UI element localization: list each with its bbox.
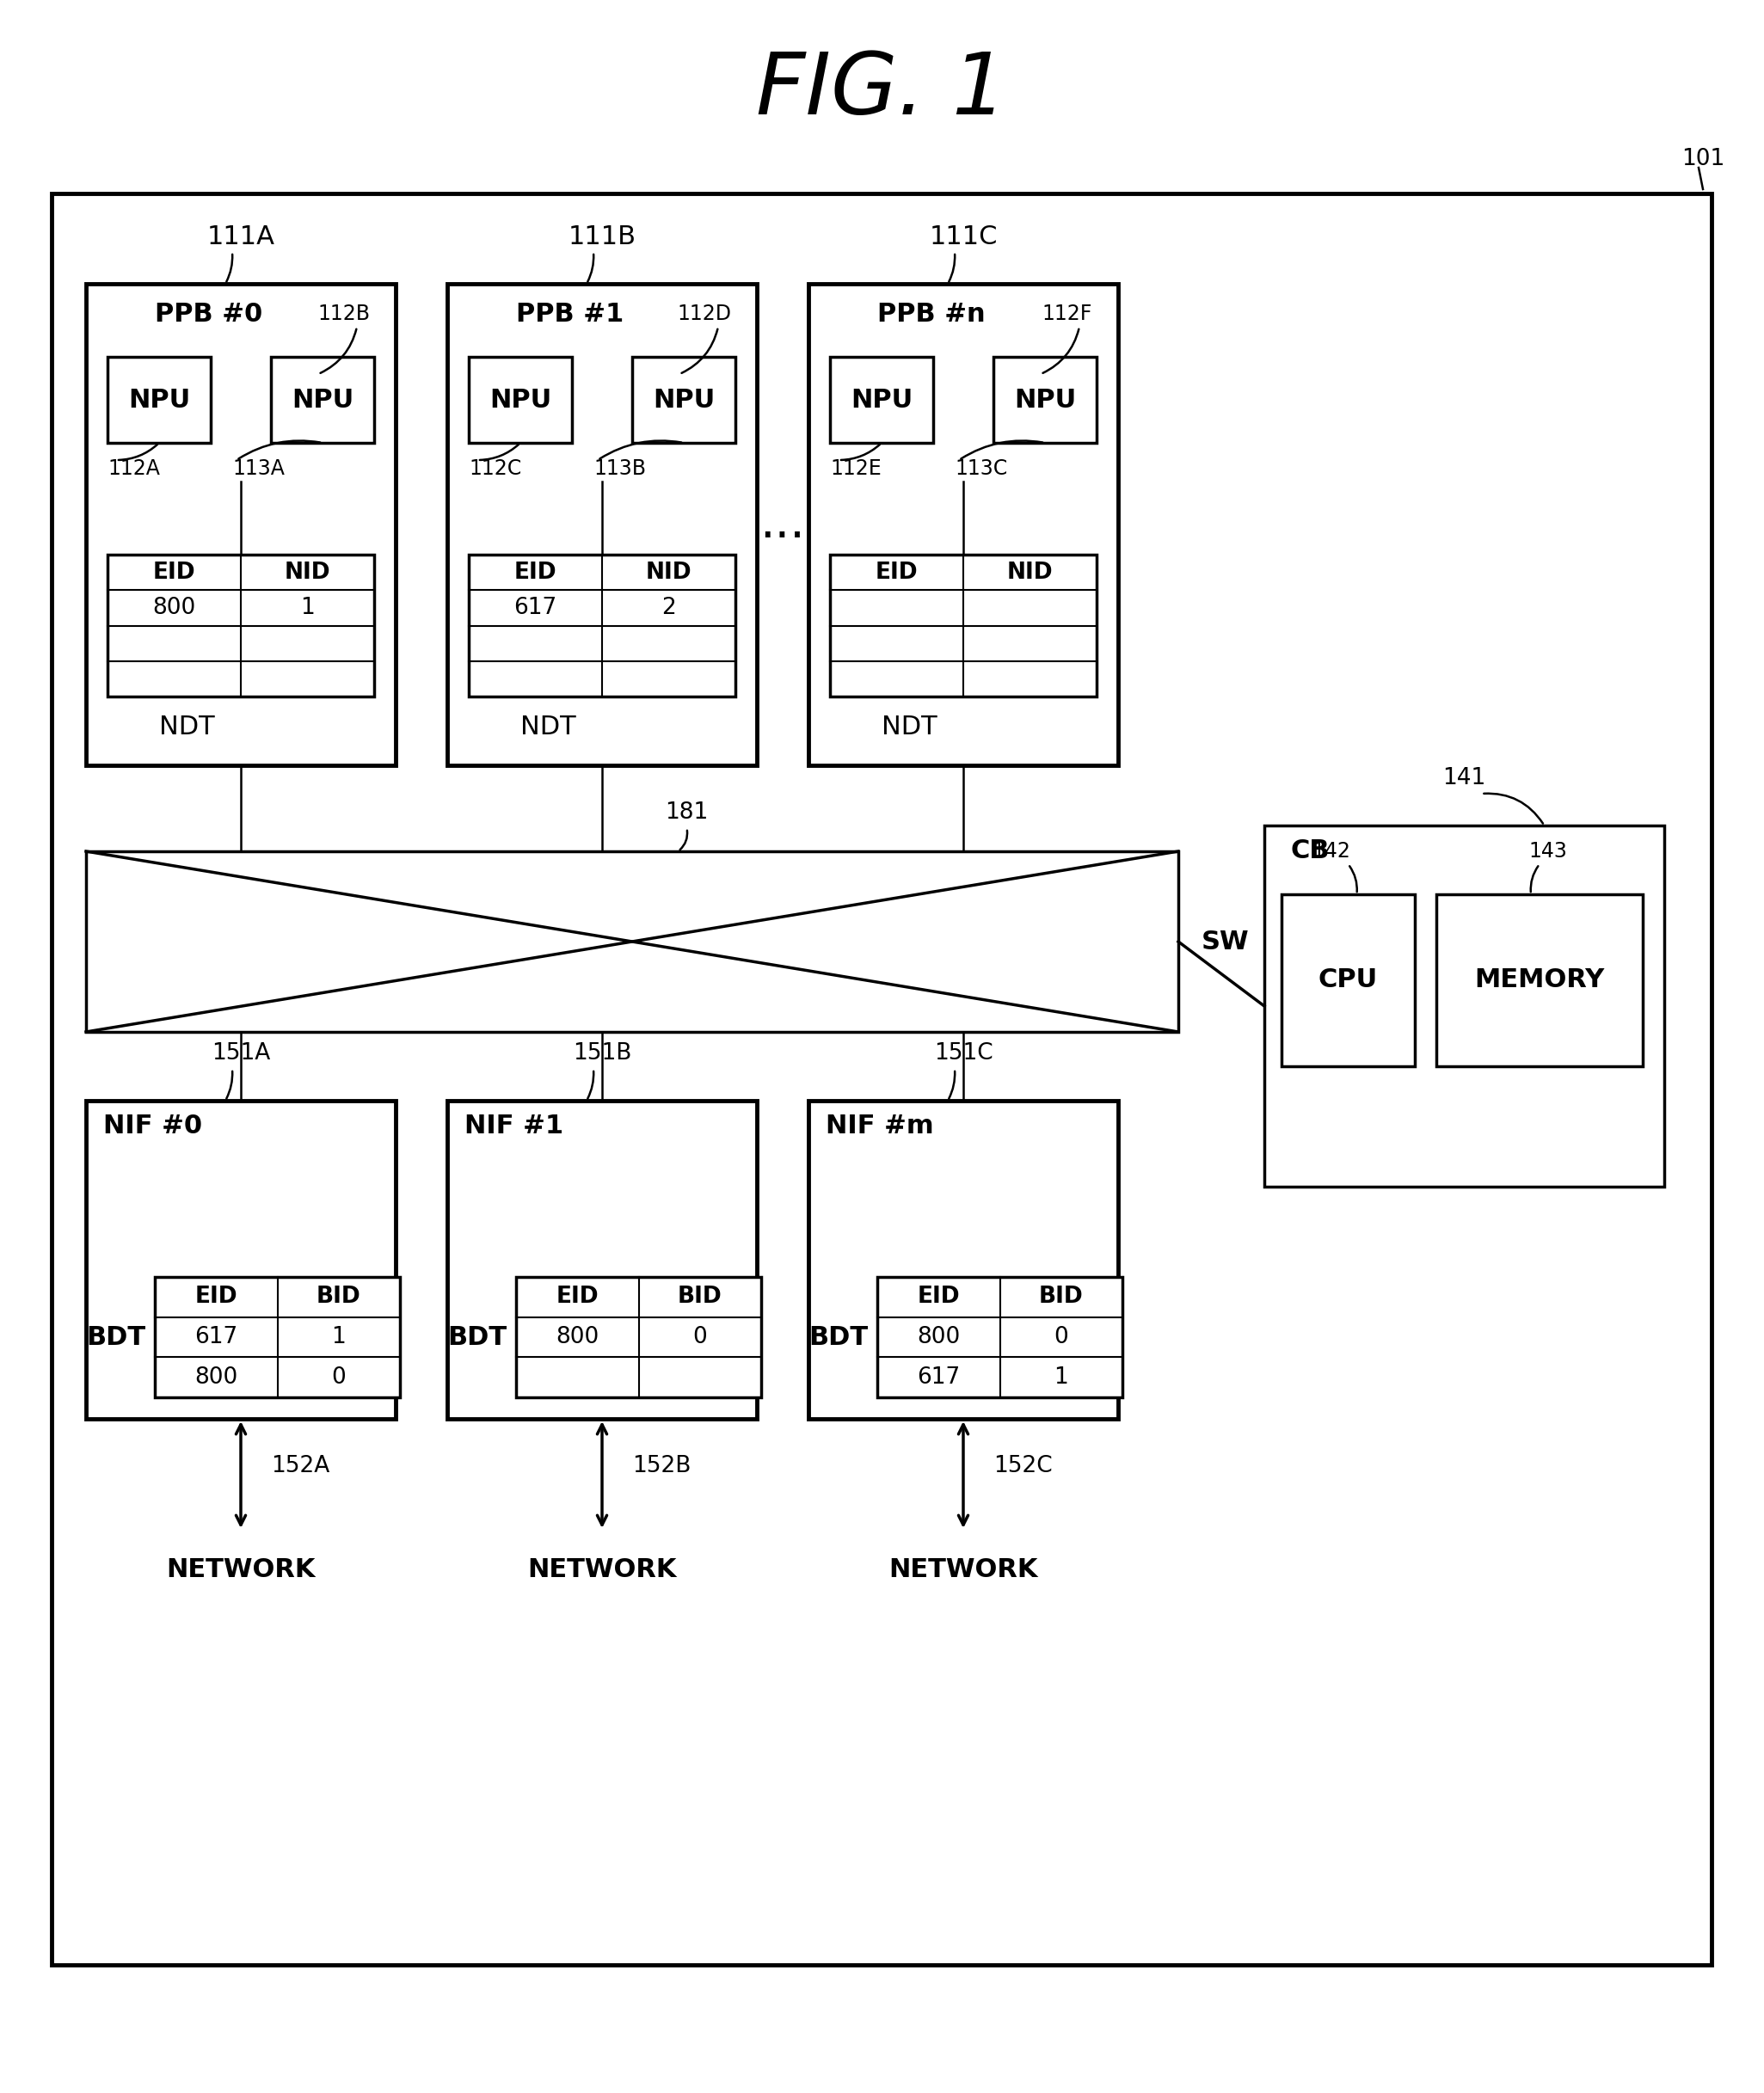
Text: 113C: 113C (954, 458, 1007, 479)
Text: NDT: NDT (882, 714, 937, 739)
Text: 111A: 111A (206, 224, 275, 249)
Text: 112E: 112E (831, 458, 882, 479)
Bar (108, 555, 374, 697)
Bar (51, 193, 1711, 1965)
Text: 101: 101 (1681, 149, 1725, 170)
Text: FIG. 1: FIG. 1 (757, 48, 1007, 132)
Bar (831, 555, 1097, 697)
Bar (86, 1101, 395, 1419)
Text: NDT: NDT (159, 714, 215, 739)
Text: 181: 181 (665, 802, 709, 825)
Text: NPU: NPU (489, 387, 552, 412)
Text: 152B: 152B (632, 1455, 691, 1478)
Bar (1265, 825, 1663, 1187)
Bar (1436, 894, 1642, 1065)
Text: 112C: 112C (469, 458, 522, 479)
Text: BID: BID (1039, 1285, 1083, 1308)
Text: EID: EID (153, 561, 196, 584)
Text: PPB #n: PPB #n (877, 301, 986, 327)
Text: 112F: 112F (1043, 303, 1092, 324)
Text: MEMORY: MEMORY (1475, 967, 1605, 992)
Text: EID: EID (556, 1285, 598, 1308)
Text: 142: 142 (1312, 841, 1349, 862)
Text: NETWORK: NETWORK (527, 1557, 677, 1582)
Text: 1: 1 (332, 1327, 346, 1348)
Bar (272, 358, 374, 444)
Text: 143: 143 (1529, 841, 1568, 862)
Bar (86, 852, 1178, 1032)
Text: SW: SW (1201, 929, 1249, 954)
Text: NIF #m: NIF #m (826, 1113, 933, 1139)
Bar (808, 285, 1118, 766)
Text: NID: NID (1007, 561, 1053, 584)
Text: 0: 0 (332, 1367, 346, 1388)
Text: 112B: 112B (318, 303, 370, 324)
Text: 617: 617 (513, 597, 557, 620)
Text: NPU: NPU (291, 387, 353, 412)
Text: 141: 141 (1443, 766, 1485, 789)
Text: 112A: 112A (108, 458, 161, 479)
Text: 152C: 152C (993, 1455, 1053, 1478)
Text: 152A: 152A (272, 1455, 330, 1478)
Text: NID: NID (284, 561, 330, 584)
Text: 1: 1 (1053, 1367, 1069, 1388)
Text: NID: NID (646, 561, 691, 584)
Text: NETWORK: NETWORK (889, 1557, 1037, 1582)
Text: 2: 2 (662, 597, 676, 620)
Bar (108, 358, 210, 444)
Text: 800: 800 (556, 1327, 600, 1348)
Text: EID: EID (875, 561, 917, 584)
Bar (86, 285, 395, 766)
Bar (632, 358, 736, 444)
Text: NPU: NPU (129, 387, 191, 412)
Bar (1281, 894, 1415, 1065)
Text: 151A: 151A (212, 1042, 270, 1065)
Text: 0: 0 (693, 1327, 707, 1348)
Text: 111B: 111B (568, 224, 637, 249)
Text: NIF #1: NIF #1 (464, 1113, 563, 1139)
Text: 800: 800 (194, 1367, 238, 1388)
Bar (993, 358, 1097, 444)
Text: BDT: BDT (448, 1325, 506, 1350)
Text: CB: CB (1289, 839, 1330, 864)
Text: 617: 617 (194, 1327, 238, 1348)
Bar (517, 1277, 760, 1398)
Text: BID: BID (677, 1285, 721, 1308)
Text: 113B: 113B (593, 458, 646, 479)
Text: EID: EID (513, 561, 557, 584)
Bar (469, 358, 572, 444)
Text: 0: 0 (1053, 1327, 1069, 1348)
Text: CPU: CPU (1318, 967, 1378, 992)
Bar (808, 1101, 1118, 1419)
Text: EID: EID (194, 1285, 238, 1308)
Text: BDT: BDT (810, 1325, 868, 1350)
Text: 111C: 111C (930, 224, 997, 249)
Text: NETWORK: NETWORK (166, 1557, 316, 1582)
Text: 1: 1 (300, 597, 314, 620)
Text: ...: ... (760, 502, 806, 548)
Text: BID: BID (316, 1285, 362, 1308)
Text: 151C: 151C (933, 1042, 993, 1065)
Text: PPB #0: PPB #0 (155, 301, 263, 327)
Bar (155, 1277, 400, 1398)
Text: PPB #1: PPB #1 (517, 301, 624, 327)
Text: NPU: NPU (1014, 387, 1076, 412)
Text: EID: EID (917, 1285, 960, 1308)
Bar (469, 555, 736, 697)
Bar (877, 1277, 1122, 1398)
Text: 113A: 113A (233, 458, 284, 479)
Text: 800: 800 (152, 597, 196, 620)
Text: NPU: NPU (653, 387, 714, 412)
Text: 800: 800 (917, 1327, 960, 1348)
Text: NDT: NDT (520, 714, 575, 739)
Text: BDT: BDT (86, 1325, 146, 1350)
Text: NPU: NPU (850, 387, 912, 412)
Bar (448, 1101, 757, 1419)
Text: 112D: 112D (677, 303, 730, 324)
Bar (448, 285, 757, 766)
Text: 151B: 151B (573, 1042, 632, 1065)
Text: 617: 617 (917, 1367, 960, 1388)
Bar (831, 358, 933, 444)
Text: NIF #0: NIF #0 (104, 1113, 203, 1139)
